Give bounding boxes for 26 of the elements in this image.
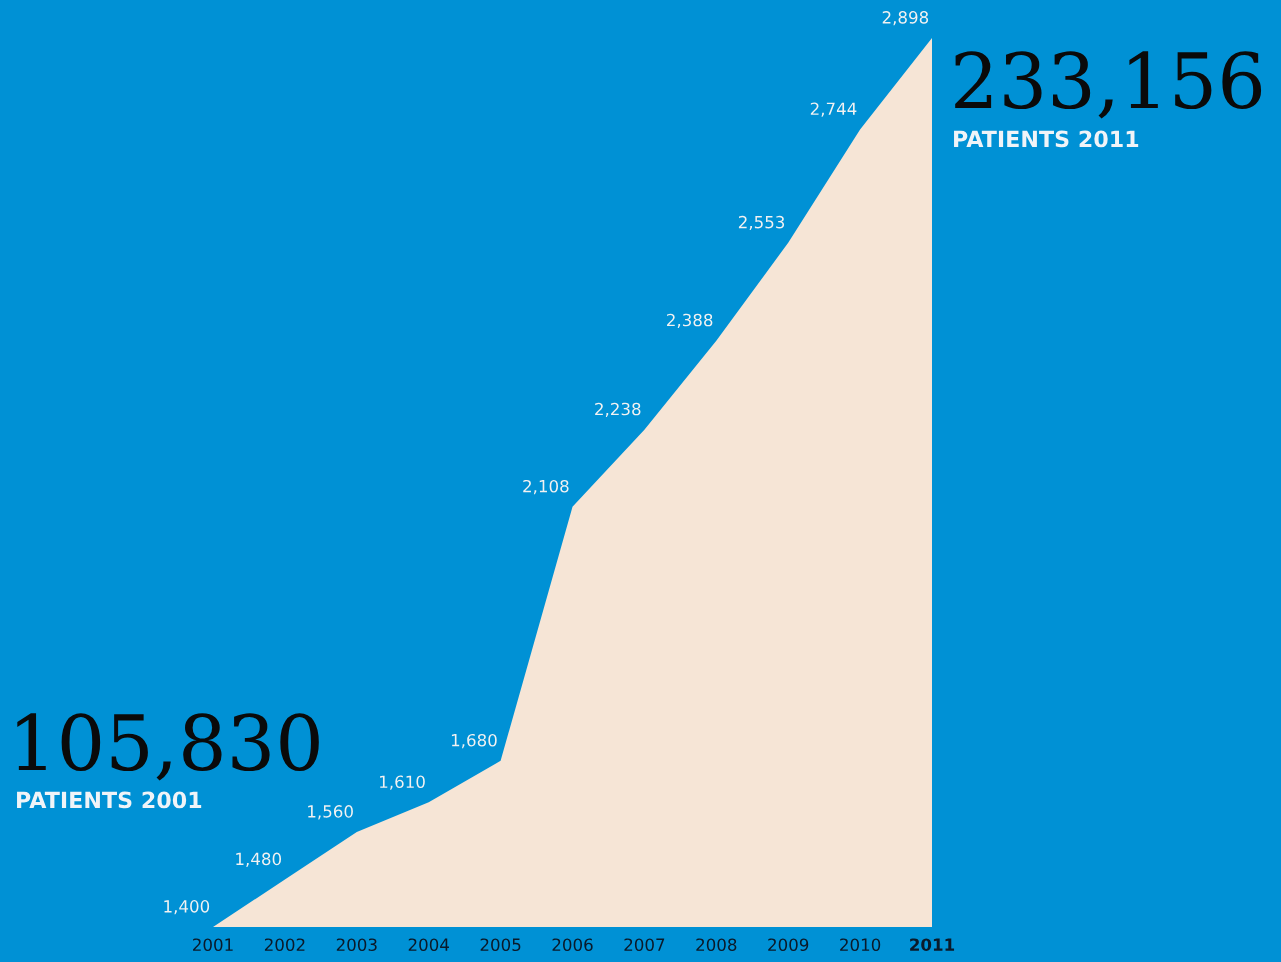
data-label: 1,680 — [451, 733, 497, 749]
x-tick-label: 2011 — [910, 938, 955, 952]
data-label: 2,388 — [667, 313, 713, 329]
x-tick-label: 2002 — [264, 938, 305, 952]
data-label: 2,238 — [595, 402, 641, 418]
annotation: PATIENTS 2011 — [954, 130, 1139, 148]
x-tick-label: 2006 — [552, 938, 593, 952]
annotation: 105,830 — [17, 713, 319, 781]
annotation: PATIENTS 2001 — [17, 791, 202, 809]
x-tick-label: 2008 — [696, 938, 737, 952]
annotation: 233,156 — [955, 51, 1262, 119]
data-label: 1,400 — [164, 900, 210, 915]
x-tick-label: 2003 — [336, 938, 377, 952]
data-label: 2,898 — [882, 11, 929, 26]
data-label: 1,610 — [380, 775, 425, 790]
x-tick-label: 2007 — [624, 938, 665, 952]
x-tick-label: 2009 — [768, 938, 809, 952]
x-tick-label: 2005 — [480, 938, 521, 952]
data-label: 2,553 — [738, 215, 785, 231]
x-tick-label: 2001 — [193, 938, 233, 952]
x-tick-label: 2004 — [408, 938, 449, 952]
data-label: 1,480 — [236, 852, 282, 867]
data-label: 2,108 — [523, 479, 569, 495]
data-label: 1,560 — [308, 805, 353, 820]
x-tick-label: 2010 — [840, 938, 881, 952]
data-label: 2,744 — [810, 102, 857, 117]
